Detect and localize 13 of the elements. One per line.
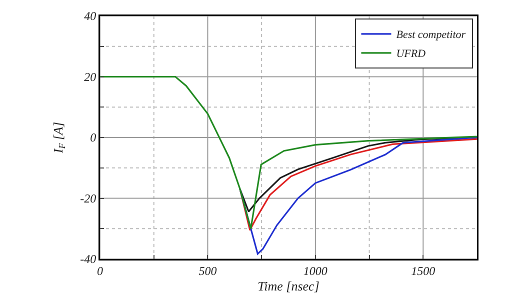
y-tick-label: -40 <box>80 252 96 266</box>
legend-label: Best competitor <box>396 29 466 42</box>
y-tick-label: -20 <box>80 191 96 206</box>
y-tick-label: 40 <box>84 9 96 24</box>
line-series <box>100 76 477 230</box>
x-axis-title: Time [nsec] <box>258 278 320 294</box>
y-tick-label: 20 <box>84 70 96 84</box>
legend-label: UFRD <box>396 48 426 60</box>
x-tick-label: 1500 <box>411 264 436 278</box>
y-tick-label: 0 <box>90 130 96 145</box>
x-tick-label: 500 <box>198 264 217 278</box>
x-tick-label: 1000 <box>303 264 328 278</box>
line-series <box>239 138 477 231</box>
